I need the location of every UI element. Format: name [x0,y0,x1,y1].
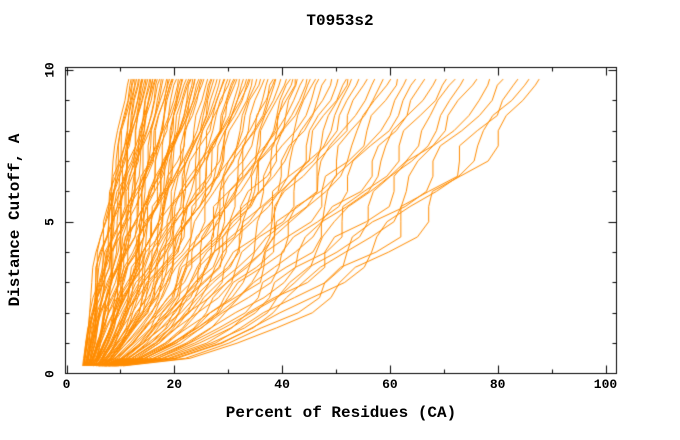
y-tick-label: 10 [42,62,58,78]
x-tick-label: 80 [489,377,506,392]
chart-title: T0953s2 [306,12,374,30]
y-tick-label: 5 [42,217,58,226]
y-tick-label: 0 [42,369,58,378]
x-tick-label: 100 [593,377,618,392]
x-axis-label: Percent of Residues (CA) [225,404,457,422]
x-tick-label: 20 [166,377,183,392]
x-tick-label: 0 [62,377,71,392]
x-tick-label: 60 [382,377,398,392]
x-tick-label: 40 [274,377,290,392]
y-axis-label: Distance Cutoff, A [6,133,24,307]
